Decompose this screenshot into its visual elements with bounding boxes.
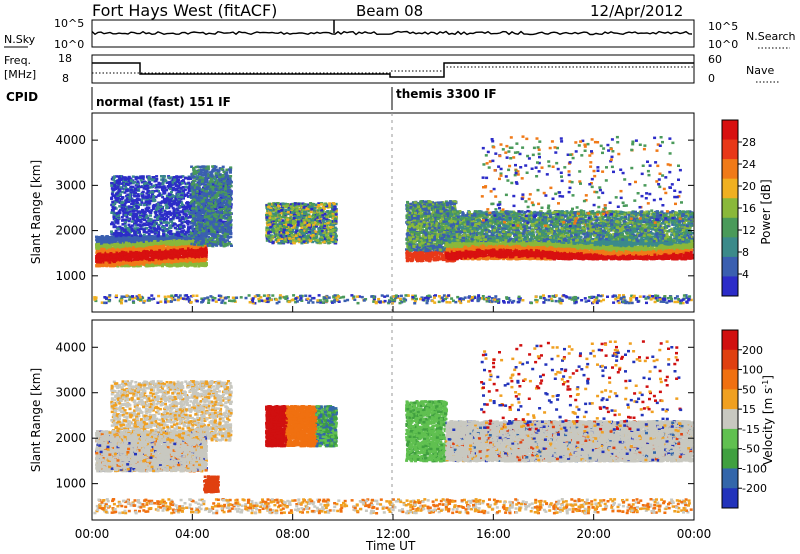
mode-label-normal: normal (fast) 151 IF	[96, 95, 231, 109]
mode-label-themis: themis 3300 IF	[396, 87, 497, 101]
freq-label-line1: Freq.	[4, 54, 31, 67]
station-title: Fort Hays West (fitACF)	[92, 1, 277, 20]
nsky-label: N.Sky	[4, 33, 36, 46]
freq-tick-top: 18	[58, 52, 72, 65]
freq-trace	[92, 63, 694, 77]
nsky-trace	[92, 32, 692, 35]
nsearch-tick-top: 10^5	[708, 20, 738, 33]
freq-tick-bottom: 8	[62, 72, 69, 85]
freq-label-line2: [MHz]	[4, 68, 36, 81]
nave-tick-top: 60	[708, 53, 722, 66]
nsearch-tick-bottom: 10^0	[708, 38, 738, 51]
cpid-row: CPID normal (fast) 151 IF themis 3300 IF	[6, 87, 497, 110]
nsearch-label: N.Search	[746, 30, 796, 43]
nsky-tick-bottom: 10^0	[54, 38, 84, 51]
date-label: 12/Apr/2012	[590, 2, 683, 20]
cpid-label: CPID	[6, 90, 38, 104]
nave-label: Nave	[746, 64, 774, 77]
nsky-panel: N.Sky 10^5 10^0 10^5 10^0 N.Search	[4, 17, 796, 51]
freq-frame	[92, 55, 694, 83]
freq-panel: Freq. [MHz] 18 8 60 0 Nave	[4, 52, 780, 85]
radar-summary-plot: Fort Hays West (fitACF) Beam 08 12/Apr/2…	[0, 0, 800, 554]
nave-tick-bottom: 0	[708, 72, 715, 85]
nsky-tick-top: 10^5	[54, 17, 84, 30]
beam-label: Beam 08	[356, 2, 423, 20]
nave-trace	[92, 67, 694, 73]
